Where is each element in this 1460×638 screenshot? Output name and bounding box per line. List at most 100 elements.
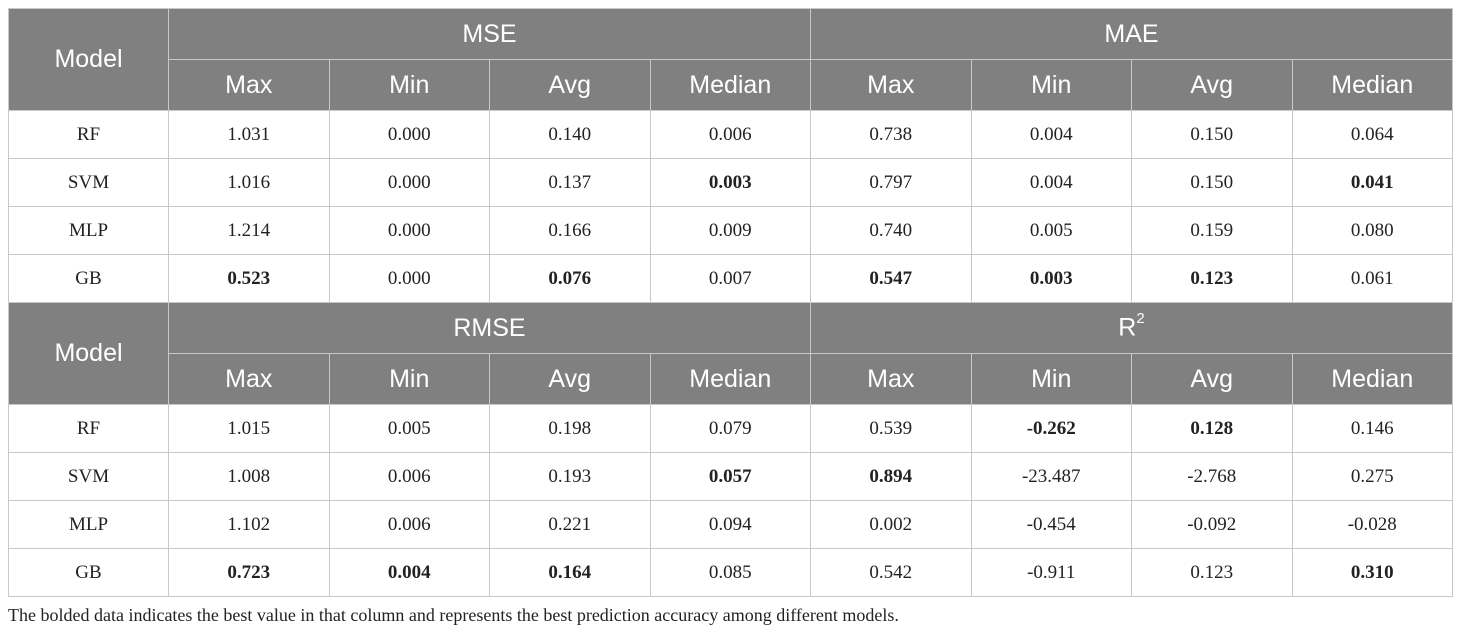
value-cell-best: 0.128 — [1131, 404, 1293, 453]
table-row: GB 0.523 0.000 0.076 0.007 0.547 0.003 0… — [8, 254, 1453, 303]
value-cell-best: 0.894 — [810, 452, 972, 501]
value-cell: -0.911 — [970, 548, 1132, 597]
model-cell: RF — [8, 110, 169, 159]
value-cell-best: -0.262 — [970, 404, 1132, 453]
model-cell: MLP — [8, 500, 169, 549]
model-cell: GB — [8, 548, 169, 597]
value-cell-best: 0.723 — [168, 548, 330, 597]
model-cell: RF — [8, 404, 169, 453]
subheader: Avg — [489, 353, 651, 405]
subheader: Max — [168, 59, 330, 111]
value-cell: 1.015 — [168, 404, 330, 453]
model-header: Model — [8, 8, 169, 111]
results-table: Model MSE MAE Max Min Avg Median Max Min… — [8, 8, 1453, 597]
value-cell-best: 0.547 — [810, 254, 972, 303]
subheader: Median — [1291, 353, 1453, 405]
value-cell: 0.539 — [810, 404, 972, 453]
value-cell: 0.064 — [1291, 110, 1453, 159]
value-cell-best: 0.003 — [649, 158, 811, 207]
value-cell: 0.079 — [649, 404, 811, 453]
value-cell: 0.006 — [649, 110, 811, 159]
value-cell: 0.000 — [328, 206, 490, 255]
group-header-mse: MSE — [168, 8, 811, 60]
value-cell: 1.214 — [168, 206, 330, 255]
value-cell: -0.454 — [970, 500, 1132, 549]
r2-label: R — [1118, 313, 1137, 342]
value-cell: 0.166 — [489, 206, 651, 255]
value-cell: 0.080 — [1291, 206, 1453, 255]
subheader: Avg — [1131, 59, 1293, 111]
value-cell: 0.198 — [489, 404, 651, 453]
value-cell: 0.061 — [1291, 254, 1453, 303]
value-cell: 0.738 — [810, 110, 972, 159]
subheader: Min — [970, 353, 1132, 405]
value-cell: 0.542 — [810, 548, 972, 597]
value-cell: 0.006 — [328, 500, 490, 549]
value-cell: 0.000 — [328, 158, 490, 207]
value-cell: 0.085 — [649, 548, 811, 597]
value-cell: 0.000 — [328, 110, 490, 159]
model-cell: SVM — [8, 452, 169, 501]
subheader: Min — [328, 59, 490, 111]
subheader: Median — [649, 353, 811, 405]
table-row: RF 1.015 0.005 0.198 0.079 0.539 -0.262 … — [8, 404, 1453, 453]
subheader: Avg — [489, 59, 651, 111]
r2-superscript: 2 — [1136, 310, 1145, 328]
table-row: MLP 1.102 0.006 0.221 0.094 0.002 -0.454… — [8, 500, 1453, 549]
value-cell: 1.016 — [168, 158, 330, 207]
value-cell-best: 0.164 — [489, 548, 651, 597]
model-cell: GB — [8, 254, 169, 303]
value-cell: 1.102 — [168, 500, 330, 549]
subheader: Min — [970, 59, 1132, 111]
value-cell: 0.146 — [1291, 404, 1453, 453]
table-footnote: The bolded data indicates the best value… — [8, 605, 899, 625]
value-cell-best: 0.076 — [489, 254, 651, 303]
header-row-groups: Model MSE MAE — [8, 8, 1453, 111]
value-cell: 0.009 — [649, 206, 811, 255]
subheader: Max — [810, 59, 972, 111]
group-header-mae: MAE — [810, 8, 1453, 60]
value-cell-best: 0.123 — [1131, 254, 1293, 303]
model-header: Model — [8, 302, 169, 405]
value-cell: 0.137 — [489, 158, 651, 207]
subheader: Max — [810, 353, 972, 405]
value-cell: 0.221 — [489, 500, 651, 549]
value-cell: 0.740 — [810, 206, 972, 255]
subheader: Avg — [1131, 353, 1293, 405]
value-cell: 0.123 — [1131, 548, 1293, 597]
value-cell-best: 0.004 — [328, 548, 490, 597]
value-cell: 0.150 — [1131, 158, 1293, 207]
value-cell-best: 0.523 — [168, 254, 330, 303]
header-row-stats: Max Min Avg Median Max Min Avg Median — [9, 59, 1453, 111]
table-row: SVM 1.008 0.006 0.193 0.057 0.894 -23.48… — [8, 452, 1453, 501]
value-cell: -2.768 — [1131, 452, 1293, 501]
table-row: MLP 1.214 0.000 0.166 0.009 0.740 0.005 … — [8, 206, 1453, 255]
value-cell: 1.008 — [168, 452, 330, 501]
group-header-rmse: RMSE — [168, 302, 811, 354]
table-row: SVM 1.016 0.000 0.137 0.003 0.797 0.004 … — [8, 158, 1453, 207]
model-cell: SVM — [8, 158, 169, 207]
value-cell: 0.006 — [328, 452, 490, 501]
value-cell: 0.150 — [1131, 110, 1293, 159]
value-cell: 0.140 — [489, 110, 651, 159]
table-row: RF 1.031 0.000 0.140 0.006 0.738 0.004 0… — [8, 110, 1453, 159]
value-cell: 0.004 — [970, 158, 1132, 207]
value-cell-best: 0.310 — [1291, 548, 1453, 597]
value-cell: 0.193 — [489, 452, 651, 501]
value-cell-best: 0.041 — [1291, 158, 1453, 207]
value-cell: 0.159 — [1131, 206, 1293, 255]
header-row-groups: Model RMSE R2 — [8, 302, 1453, 405]
model-cell: MLP — [8, 206, 169, 255]
value-cell: 0.094 — [649, 500, 811, 549]
value-cell: 0.000 — [328, 254, 490, 303]
value-cell: 0.002 — [810, 500, 972, 549]
subheader: Median — [649, 59, 811, 111]
subheader: Max — [168, 353, 330, 405]
value-cell: -0.092 — [1131, 500, 1293, 549]
value-cell: 0.797 — [810, 158, 972, 207]
value-cell: 1.031 — [168, 110, 330, 159]
value-cell: 0.004 — [970, 110, 1132, 159]
value-cell-best: 0.057 — [649, 452, 811, 501]
subheader: Median — [1291, 59, 1453, 111]
value-cell: -23.487 — [970, 452, 1132, 501]
